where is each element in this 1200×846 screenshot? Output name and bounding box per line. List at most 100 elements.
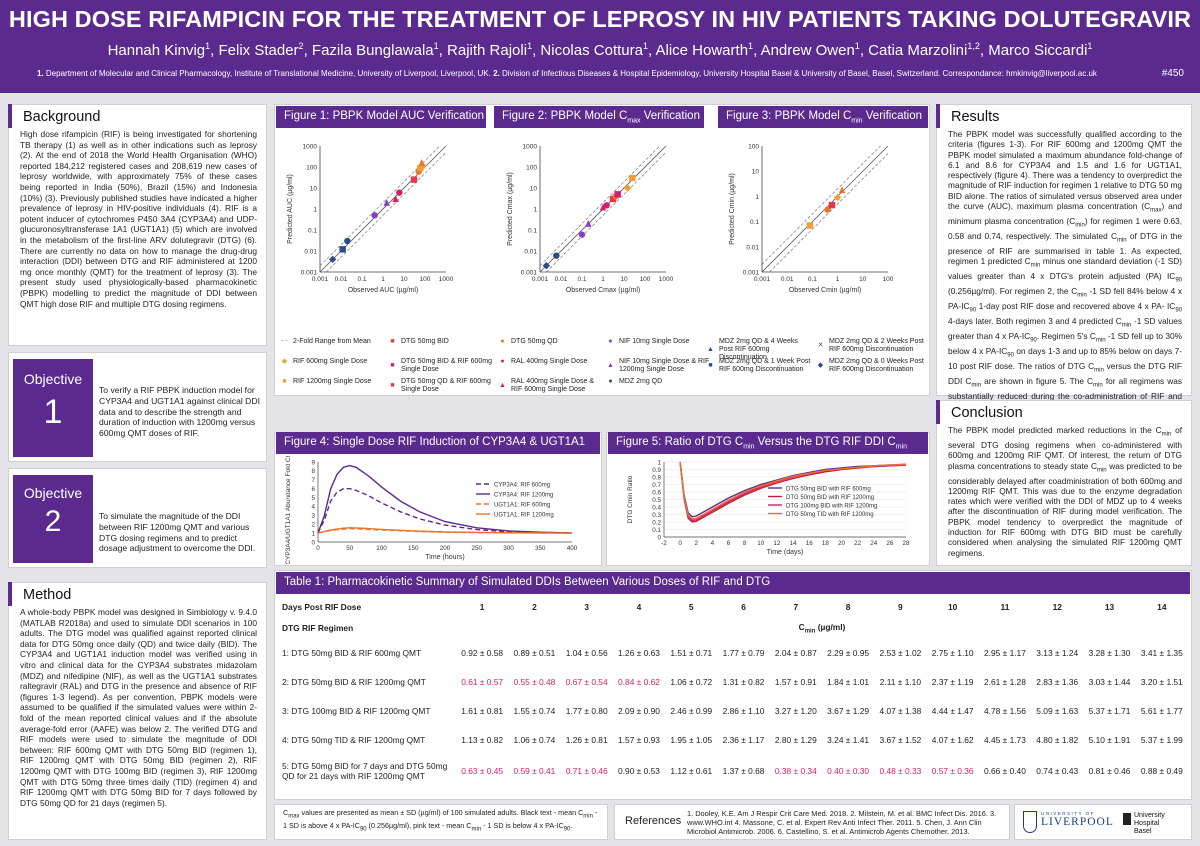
method-panel: Method A whole-body PBPK model was desig… [8, 582, 267, 840]
table-cell: 0.92 ± 0.58 [461, 647, 504, 658]
x-axis-label: Observed AUC (µg/ml) [348, 287, 419, 294]
table-header-cell: 3 [584, 602, 590, 612]
legend-marker-icon: ● [608, 338, 613, 345]
y-tick-label: 0.001 [521, 270, 538, 277]
x-tick-label: 1 [381, 276, 385, 283]
table-cell: 0.40 ± 0.30 [827, 766, 870, 776]
table-footnote-panel: Cmax values are presented as mean ± SD (… [274, 804, 608, 840]
legend-label: RAL 400mg Single Dose [511, 358, 588, 365]
author-name: Felix Stader2 [218, 41, 304, 59]
table-header-cell: DTG RIF Regimen [282, 623, 354, 633]
two-fold-lower-line [546, 152, 667, 273]
table-cell: 2.53 ± 1.02 [879, 647, 922, 658]
two-fold-upper-line [539, 145, 660, 266]
y-tick-label: 0.01 [304, 249, 317, 256]
x-tick-label: 350 [535, 545, 546, 552]
legend-label: NIF 10mg Single Dose & RIF 1200mg Single… [619, 358, 710, 373]
table-cell: 1.55 ± 0.74 [513, 705, 556, 716]
table-cell: 1.77 ± 0.79 [722, 647, 765, 658]
y-tick-label: 0.001 [301, 270, 318, 277]
x-tick-label: 28 [902, 540, 910, 547]
legend-marker-icon: ■ [708, 362, 713, 369]
legend-item: ● RAL 400mg Single Dose [498, 358, 604, 366]
liverpool-crest-icon [1023, 811, 1037, 833]
y-tick-label: 1000 [303, 144, 318, 151]
objective-2-label: Objective [23, 485, 83, 501]
legend-label: MDZ 2mg QD & 2 Weeks Post RIF 600mg Disc… [829, 338, 924, 353]
table-cell: 3.67 ± 1.29 [827, 705, 870, 716]
legend-item: ● DTG 50mg QD [498, 338, 604, 346]
author-name: Fazila Bunglawala1 [311, 41, 439, 59]
y-tick-label: 10 [310, 186, 318, 193]
y-tick-label: 0.1 [750, 219, 759, 226]
legend-label: UGT1A1: RIF 1200mg [494, 512, 554, 518]
series-line [317, 488, 573, 534]
table-cell: 5.61 ± 1.77 [1140, 705, 1183, 716]
x-axis-label: Observed Cmax (µg/ml) [566, 287, 640, 294]
data-point [585, 219, 592, 227]
legend-item: ▲ NIF 10mg Single Dose & RIF 1200mg Singl… [606, 358, 712, 374]
objective-1-panel: Objective 1 To verify a RIF PBPK inducti… [8, 352, 267, 462]
legend-item: ▲ RAL 400mg Single Dose & RIF 600mg Singl… [498, 378, 604, 394]
legend-item: ✕ MDZ 2mg QD & 2 Weeks Post RIF 600mg Dis… [816, 338, 928, 354]
table-row-label: 2: DTG 50mg BID & RIF 1200mg QMT [282, 676, 426, 687]
y-tick-label: 1 [755, 194, 759, 201]
objective-1-text: To verify a RIF PBPK induction model for… [99, 385, 260, 439]
y-tick-label: 0.5 [652, 497, 661, 504]
table-subheader-row: DTG RIF Regimen Cmin (µg/ml) [280, 618, 1188, 638]
legend-item: ◆ MDZ 2mg QD & 0 Weeks Post RIF 600mg Dis… [816, 358, 928, 374]
table-cell: 1.13 ± 0.82 [461, 734, 504, 745]
data-point [410, 176, 418, 183]
author-name: Nicolas Cottura1 [540, 41, 648, 59]
table-cell: 5.10 ± 1.91 [1088, 734, 1131, 745]
legend-marker-icon: ● [500, 338, 505, 345]
legend-label: RIF 1200mg Single Dose [293, 378, 372, 385]
data-point [371, 212, 378, 219]
y-tick-label: 1 [311, 530, 315, 537]
table-cell: 0.55 ± 0.48 [513, 676, 556, 687]
table-header-cell: 10 [948, 602, 958, 612]
table-cell: 1.57 ± 0.93 [618, 734, 660, 745]
table-row-label: 3: DTG 100mg BID & RIF 1200mg QMT [282, 705, 431, 716]
legend-label: RAL 400mg Single Dose & RIF 600mg Single… [511, 378, 595, 393]
legend-item: ■ DTG 50mg BID [388, 338, 494, 346]
x-tick-label: 0 [316, 545, 320, 552]
y-tick-label: 10 [752, 169, 760, 176]
figure-4-title: Figure 4: Single Dose RIF Induction of C… [276, 432, 600, 454]
table-cell: 0.67 ± 0.54 [565, 676, 608, 687]
unity-line [319, 145, 447, 273]
x-tick-label: 20 [838, 540, 846, 547]
y-tick-label: 0.4 [652, 504, 661, 511]
table-cell: 0.81 ± 0.46 [1088, 766, 1131, 776]
data-point [603, 202, 610, 209]
legend-label: CYP3A4: RIF 1200mg [494, 492, 553, 498]
legend-label: CYP3A4: RIF 600mg [494, 482, 550, 488]
legend-marker-icon: ◆ [817, 362, 824, 369]
x-tick-label: 10 [859, 276, 867, 283]
objective-2-panel: Objective 2 To simulate the magnitude of… [8, 468, 267, 568]
legend-label: MDZ 2mg QD & 4 Weeks Post RIF 600mg Disc… [719, 338, 798, 361]
logos-panel: UNIVERSITY OF LIVERPOOL University Hospi… [1014, 804, 1192, 840]
x-tick-label: 0.1 [357, 276, 366, 283]
x-tick-label: 26 [886, 540, 894, 547]
liverpool-logo: UNIVERSITY OF LIVERPOOL [1041, 811, 1114, 828]
x-tick-label: 2 [695, 540, 699, 547]
y-tick-label: 0.01 [746, 244, 759, 251]
x-tick-label: 400 [567, 545, 578, 552]
x-tick-label: 10 [400, 276, 408, 283]
table-cell: 0.61 ± 0.57 [461, 676, 504, 687]
table-cell: 2.09 ± 0.90 [618, 705, 660, 716]
poster-number: #450 [1161, 68, 1184, 79]
data-point [553, 252, 560, 259]
references-label: References [625, 815, 682, 827]
two-fold-lower-line [326, 152, 447, 273]
data-point [418, 159, 425, 166]
table-unit-cell: Cmin (µg/ml) [798, 621, 846, 635]
legend-item: ■ MDZ 2mg QD & 1 Week Post RIF 600mg Disc… [706, 358, 812, 374]
x-tick-label: 150 [408, 545, 419, 552]
y-tick-label: 4 [311, 504, 315, 511]
x-tick-label: 300 [503, 545, 514, 552]
legend-marker-icon: ■ [282, 378, 287, 385]
